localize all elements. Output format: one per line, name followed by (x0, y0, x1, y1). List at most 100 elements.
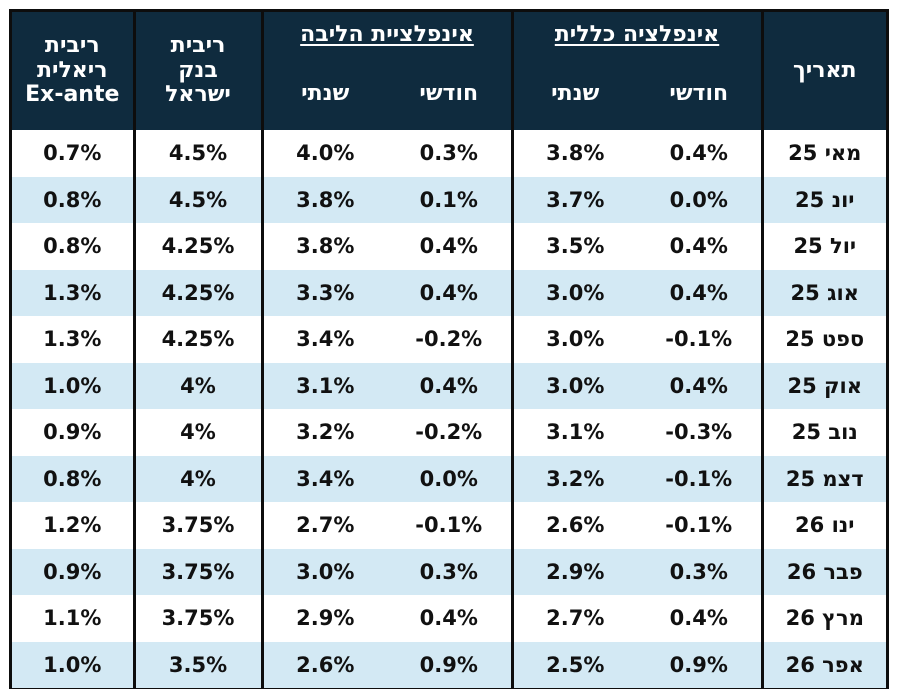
core-monthly-cell: -0.1% (387, 501, 512, 549)
table-row: 0.8% 4.25% 3.8% 0.4% 3.5% 0.4% יול 25 (12, 222, 887, 270)
headline-monthly-cell: -0.1% (637, 315, 763, 363)
headline-monthly-cell: 0.3% (637, 548, 763, 595)
header-real-rate: ריבית ריאלית Ex-ante (12, 12, 134, 130)
headline-annual-cell: 3.7% (510, 176, 637, 223)
headline-annual-cell: 3.8% (510, 129, 637, 177)
core-monthly-cell: 0.3% (387, 129, 512, 177)
core-annual-cell: 4.0% (260, 129, 387, 177)
core-annual-cell: 3.0% (260, 548, 387, 595)
header-core-annual: שנתי (260, 58, 387, 130)
headline-annual-cell: 3.0% (510, 315, 637, 363)
core-annual-cell: 3.4% (260, 455, 387, 502)
boi-rate-cell: 4.25% (132, 269, 262, 316)
table-row: 1.2% 3.75% 2.7% -0.1% 2.6% -0.1% ינו 26 (12, 501, 887, 549)
real-rate-cell: 0.8% (12, 222, 134, 270)
real-rate-cell: 0.7% (12, 129, 134, 177)
core-monthly-cell: 0.4% (387, 362, 512, 409)
headline-monthly-cell: -0.1% (637, 501, 763, 549)
boi-rate-cell: 4.25% (132, 222, 262, 270)
boi-rate-cell: 4% (132, 455, 262, 502)
core-monthly-cell: 0.1% (387, 176, 512, 223)
core-monthly-cell: 0.0% (387, 455, 512, 502)
core-annual-cell: 3.4% (260, 315, 387, 363)
core-annual-cell: 3.8% (260, 176, 387, 223)
table-row: 0.9% 3.75% 3.0% 0.3% 2.9% 0.3% פבר 26 (12, 548, 887, 595)
real-rate-cell: 1.0% (12, 641, 134, 688)
table-row: 1.1% 3.75% 2.9% 0.4% 2.7% 0.4% מרץ 26 (12, 594, 887, 642)
headline-monthly-cell: -0.1% (637, 455, 763, 502)
headline-annual-cell: 3.1% (510, 408, 637, 456)
real-rate-cell: 1.3% (12, 269, 134, 316)
core-monthly-cell: -0.2% (387, 315, 512, 363)
headline-annual-cell: 2.6% (510, 501, 637, 549)
headline-monthly-cell: 0.9% (637, 641, 763, 688)
table-row: 1.3% 4.25% 3.3% 0.4% 3.0% 0.4% אוג 25 (12, 269, 887, 316)
headline-monthly-cell: 0.4% (637, 362, 763, 409)
table-row: 1.0% 4% 3.1% 0.4% 3.0% 0.4% אוק 25 (12, 362, 887, 409)
headline-annual-cell: 3.2% (510, 455, 637, 502)
core-monthly-cell: 0.4% (387, 222, 512, 270)
headline-monthly-cell: 0.4% (637, 269, 763, 316)
real-rate-cell: 0.8% (12, 176, 134, 223)
table-row: 1.0% 3.5% 2.6% 0.9% 2.5% 0.9% אפר 26 (12, 641, 887, 688)
core-annual-cell: 3.1% (260, 362, 387, 409)
header-headline-monthly: חודשי (637, 58, 763, 130)
date-cell: מרץ 26 (760, 594, 887, 642)
core-monthly-cell: 0.4% (387, 594, 512, 642)
core-monthly-cell: 0.3% (387, 548, 512, 595)
inflation-interest-table: ריבית ריאלית Ex-ante ריבית בנק ישראל אינ… (12, 12, 887, 688)
date-cell: ספט 25 (760, 315, 887, 363)
table-row: 0.8% 4% 3.4% 0.0% 3.2% -0.1% דצמ 25 (12, 455, 887, 502)
core-annual-cell: 2.7% (260, 501, 387, 549)
inflation-table-frame: ריבית ריאלית Ex-ante ריבית בנק ישראל אינ… (9, 9, 889, 689)
headline-annual-cell: 2.9% (510, 548, 637, 595)
header-core-inflation-group: אינפלציית הליבה (260, 12, 512, 58)
header-headline-inflation-group: אינפלציה כללית (510, 12, 763, 58)
date-cell: דצמ 25 (760, 455, 887, 502)
header-headline-annual: שנתי (510, 58, 637, 130)
boi-rate-cell: 4.5% (132, 129, 262, 177)
table-row: 1.3% 4.25% 3.4% -0.2% 3.0% -0.1% ספט 25 (12, 315, 887, 363)
date-cell: יונ 25 (760, 176, 887, 223)
real-rate-cell: 1.3% (12, 315, 134, 363)
table-body: 0.7% 4.5% 4.0% 0.3% 3.8% 0.4% מאי 25 0.8% 4.5% 3.… (12, 129, 887, 688)
date-cell: אוג 25 (760, 269, 887, 316)
headline-annual-cell: 3.0% (510, 362, 637, 409)
real-rate-cell: 0.8% (12, 455, 134, 502)
header-boi-rate: ריבית בנק ישראל (132, 12, 262, 130)
core-annual-cell: 2.6% (260, 641, 387, 688)
date-cell: נוב 25 (760, 408, 887, 456)
boi-rate-cell: 3.5% (132, 641, 262, 688)
core-annual-cell: 3.2% (260, 408, 387, 456)
boi-rate-cell: 3.75% (132, 501, 262, 549)
boi-rate-cell: 4% (132, 408, 262, 456)
table-row: 0.8% 4.5% 3.8% 0.1% 3.7% 0.0% יונ 25 (12, 176, 887, 223)
boi-rate-cell: 3.75% (132, 594, 262, 642)
table-row: 0.7% 4.5% 4.0% 0.3% 3.8% 0.4% מאי 25 (12, 129, 887, 177)
real-rate-cell: 1.2% (12, 501, 134, 549)
headline-annual-cell: 2.7% (510, 594, 637, 642)
headline-monthly-cell: 0.4% (637, 222, 763, 270)
date-cell: אוק 25 (760, 362, 887, 409)
date-cell: פבר 26 (760, 548, 887, 595)
headline-monthly-cell: 0.0% (637, 176, 763, 223)
headline-annual-cell: 3.0% (510, 269, 637, 316)
real-rate-cell: 1.1% (12, 594, 134, 642)
boi-rate-cell: 3.75% (132, 548, 262, 595)
headline-annual-cell: 3.5% (510, 222, 637, 270)
headline-monthly-cell: 0.4% (637, 594, 763, 642)
table-row: 0.9% 4% 3.2% -0.2% 3.1% -0.3% נוב 25 (12, 408, 887, 456)
core-annual-cell: 3.8% (260, 222, 387, 270)
core-annual-cell: 3.3% (260, 269, 387, 316)
date-cell: מאי 25 (760, 129, 887, 177)
header-date: תאריך (760, 12, 887, 130)
date-cell: יול 25 (760, 222, 887, 270)
date-cell: ינו 26 (760, 501, 887, 549)
header-core-monthly: חודשי (387, 58, 512, 130)
boi-rate-cell: 4.5% (132, 176, 262, 223)
headline-inflation-title: אינפלציה כללית (554, 21, 720, 47)
boi-rate-cell: 4% (132, 362, 262, 409)
date-cell: אפר 26 (760, 641, 887, 688)
core-annual-cell: 2.9% (260, 594, 387, 642)
headline-monthly-cell: 0.4% (637, 129, 763, 177)
